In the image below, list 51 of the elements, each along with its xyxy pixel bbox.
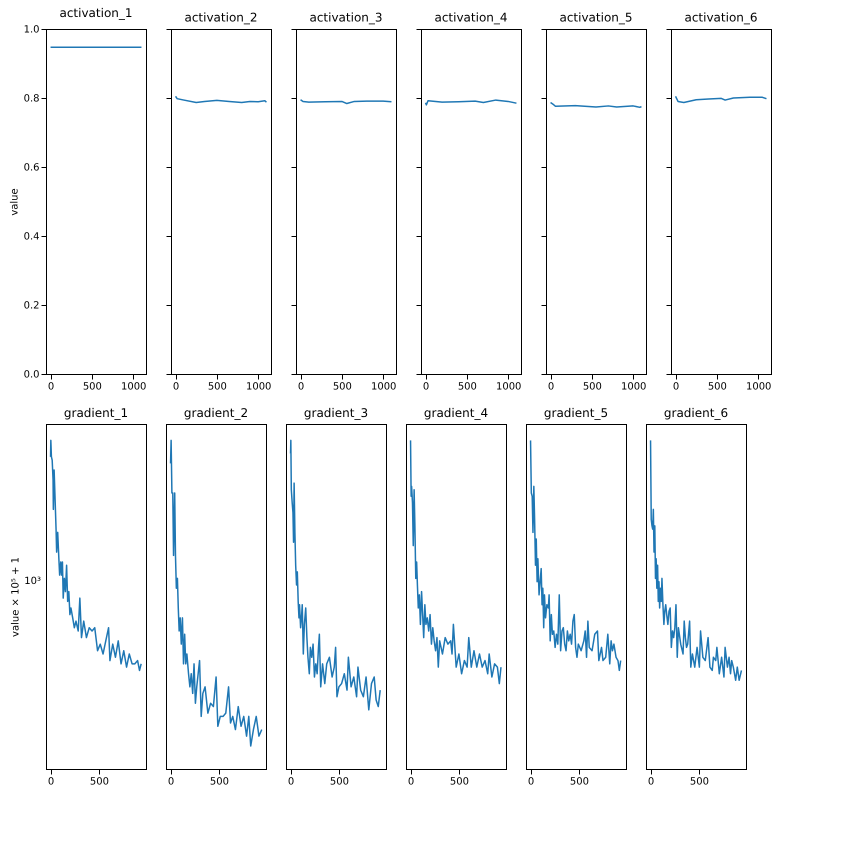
x-tick-label: 500 (82, 382, 102, 392)
x-tick-label: 1000 (120, 382, 146, 392)
chart-title: activation_6 (684, 10, 758, 24)
x-tick-label: 1000 (370, 382, 396, 392)
x-tick-label: 0 (648, 776, 654, 788)
x-tick-label: 500 (450, 776, 469, 788)
x-tick-label: 0 (168, 776, 174, 788)
chart-title: gradient_4 (424, 406, 488, 420)
chart-title: activation_1 (59, 6, 133, 20)
x-tick-label: 500 (208, 382, 227, 392)
y-axis-title: value × 10⁵ + 1 (10, 557, 22, 637)
chart-title: gradient_6 (664, 406, 728, 420)
chart-title: activation_3 (309, 10, 383, 24)
chart-title: activation_5 (559, 10, 633, 24)
y-tick-label: 1.0 (24, 24, 40, 36)
x-tick-label: 500 (690, 776, 709, 788)
chart-title: activation_2 (184, 10, 258, 24)
x-tick-label: 0 (288, 776, 294, 788)
y-tick-label: 0.2 (24, 300, 40, 312)
x-tick-label: 1000 (246, 382, 272, 392)
chart-title: activation_4 (434, 10, 508, 24)
y-tick-label: 0.6 (24, 162, 40, 174)
chart-title: gradient_5 (544, 406, 608, 420)
y-axis-title: value (10, 188, 21, 216)
x-tick-label: 500 (708, 382, 727, 392)
x-tick-label: 0 (298, 382, 304, 392)
text: 10³ (24, 576, 41, 587)
x-tick-label: 500 (210, 776, 229, 788)
chart-title: gradient_2 (184, 406, 248, 420)
x-tick-label: 0 (672, 382, 680, 392)
x-tick-label: 0 (48, 382, 54, 392)
x-tick-label: 0 (408, 776, 414, 788)
x-tick-label: 500 (330, 776, 349, 788)
x-tick-label: 0 (528, 776, 534, 788)
x-tick-label: 0 (548, 382, 554, 392)
y-tick-label: 0.0 (24, 370, 40, 380)
x-tick-label: 0 (422, 382, 430, 392)
y-tick-label: 0.8 (24, 94, 40, 104)
chart-title: gradient_3 (304, 406, 368, 420)
x-tick-label: 1000 (620, 382, 646, 392)
chart-title: gradient_1 (64, 406, 128, 420)
y-tick-label: 0.4 (24, 232, 40, 242)
x-tick-label: 1000 (746, 382, 772, 392)
x-tick-label: 500 (582, 382, 602, 392)
x-tick-label: 500 (570, 776, 589, 788)
x-tick-label: 500 (332, 382, 352, 392)
x-tick-label: 1000 (496, 382, 522, 392)
x-tick-label: 500 (90, 776, 109, 788)
x-tick-label: 500 (458, 382, 477, 392)
x-tick-label: 0 (48, 776, 54, 788)
x-tick-label: 0 (172, 382, 180, 392)
